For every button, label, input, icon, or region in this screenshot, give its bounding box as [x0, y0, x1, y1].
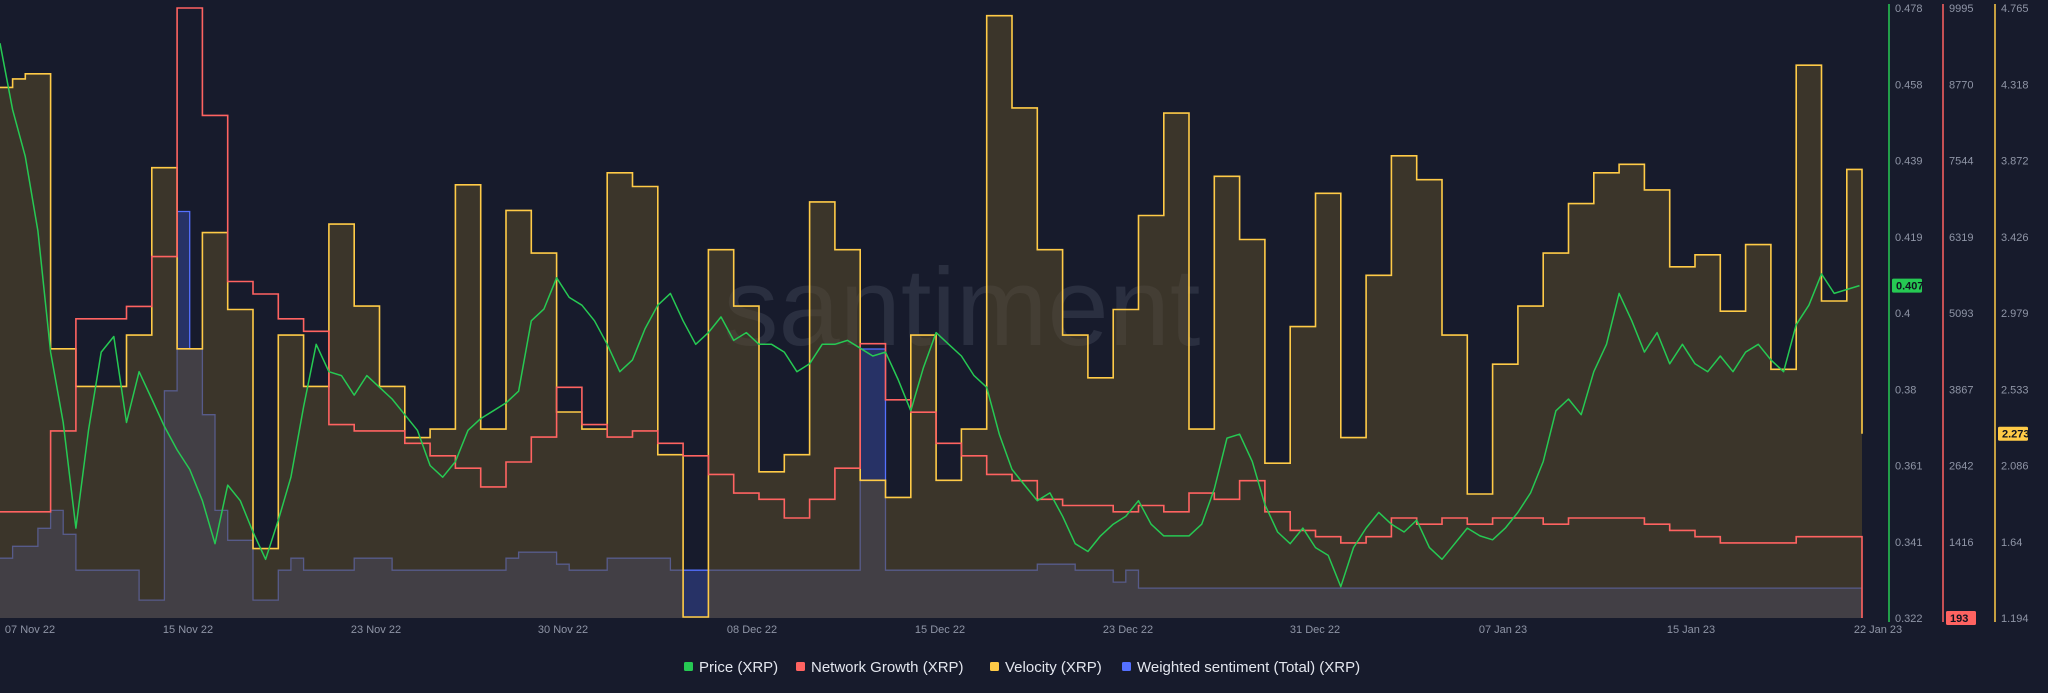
velocity-tick-label: 1.194	[2001, 613, 2029, 625]
price-tick-label: 0.458	[1895, 79, 1923, 91]
price-current-label: 0.407	[1896, 281, 1924, 293]
network-growth-line	[0, 7, 1863, 618]
x-tick-label: 07 Nov 22	[5, 624, 55, 636]
legend: Price (XRP) Network Growth (XRP) Velocity …	[684, 659, 1360, 676]
legend-swatch	[796, 662, 805, 671]
velocity-current-badge	[1998, 426, 2028, 441]
price-series-group	[0, 43, 1860, 588]
network_growth-tick-label: 8770	[1949, 79, 1973, 91]
velocity-tick-label: 1.64	[2001, 537, 2022, 549]
velocity-tick-label: 3.872	[2001, 156, 2029, 168]
network_growth-tick-label: 1416	[1949, 537, 1973, 549]
price-tick-label: 0.322	[1895, 613, 1923, 625]
price-tick-label: 0.4	[1895, 308, 1910, 320]
legend-label: Network Growth (XRP)	[811, 659, 964, 676]
network_growth-tick-label: 3867	[1949, 384, 1973, 396]
price-tick-label: 0.419	[1895, 232, 1923, 244]
legend-item[interactable]: Velocity (XRP)	[990, 659, 1102, 676]
x-tick-label: 31 Dec 22	[1290, 624, 1340, 636]
price-tick-label: 0.478	[1895, 3, 1923, 15]
legend-label: Weighted sentiment (Total) (XRP)	[1137, 659, 1360, 676]
x-tick-label: 08 Dec 22	[727, 624, 777, 636]
network_growth-tick-label: 2642	[1949, 461, 1973, 473]
legend-swatch	[990, 662, 999, 671]
price-tick-label: 0.38	[1895, 384, 1916, 396]
x-tick-label: 23 Nov 22	[351, 624, 401, 636]
velocity-tick-label: 3.426	[2001, 232, 2029, 244]
price-current-badge	[1892, 278, 1922, 293]
legend-swatch	[684, 662, 693, 671]
velocity-tick-label: 4.318	[2001, 79, 2029, 91]
velocity-tick-label: 2.979	[2001, 308, 2029, 320]
legend-swatch	[1122, 662, 1131, 671]
x-tick-label: 23 Dec 22	[1103, 624, 1153, 636]
price-line	[0, 43, 1860, 588]
legend-item[interactable]: Network Growth (XRP)	[796, 659, 964, 676]
legend-item[interactable]: Weighted sentiment (Total) (XRP)	[1122, 659, 1360, 676]
network_growth-tick-label: 7544	[1949, 156, 1973, 168]
network_growth-current-badge	[1946, 611, 1976, 625]
network_growth-tick-label: 6319	[1949, 232, 1973, 244]
x-tick-label: 15 Nov 22	[163, 624, 213, 636]
velocity-current-label: 2.273	[2002, 429, 2030, 441]
network_growth-tick-label: 5093	[1949, 308, 1973, 320]
velocity-tick-label: 4.765	[2001, 3, 2029, 15]
x-tick-label: 30 Nov 22	[538, 624, 588, 636]
velocity-tick-label: 2.533	[2001, 384, 2029, 396]
x-tick-label: 15 Jan 23	[1667, 624, 1715, 636]
x-tick-label: 07 Jan 23	[1479, 624, 1527, 636]
price-tick-label: 0.361	[1895, 461, 1923, 473]
price-tick-label: 0.439	[1895, 156, 1923, 168]
velocity-tick-label: 2.086	[2001, 461, 2029, 473]
x-tick-label: 15 Dec 22	[915, 624, 965, 636]
legend-label: Price (XRP)	[699, 659, 778, 676]
x-tick-label: 22 Jan 23	[1854, 624, 1902, 636]
legend-label: Velocity (XRP)	[1005, 659, 1102, 676]
network-growth-series-group	[0, 7, 1863, 618]
network_growth-current-label: 193	[1950, 613, 1968, 625]
network_growth-tick-label: 9995	[1949, 3, 1973, 15]
axes-group: 0.478 0.458 0.439 0.419 0.4 0.38 0.361 0.341 0.3…	[5, 3, 2030, 636]
legend-item[interactable]: Price (XRP)	[684, 659, 778, 676]
velocity-line	[0, 14, 1863, 618]
price-tick-label: 0.341	[1895, 537, 1923, 549]
